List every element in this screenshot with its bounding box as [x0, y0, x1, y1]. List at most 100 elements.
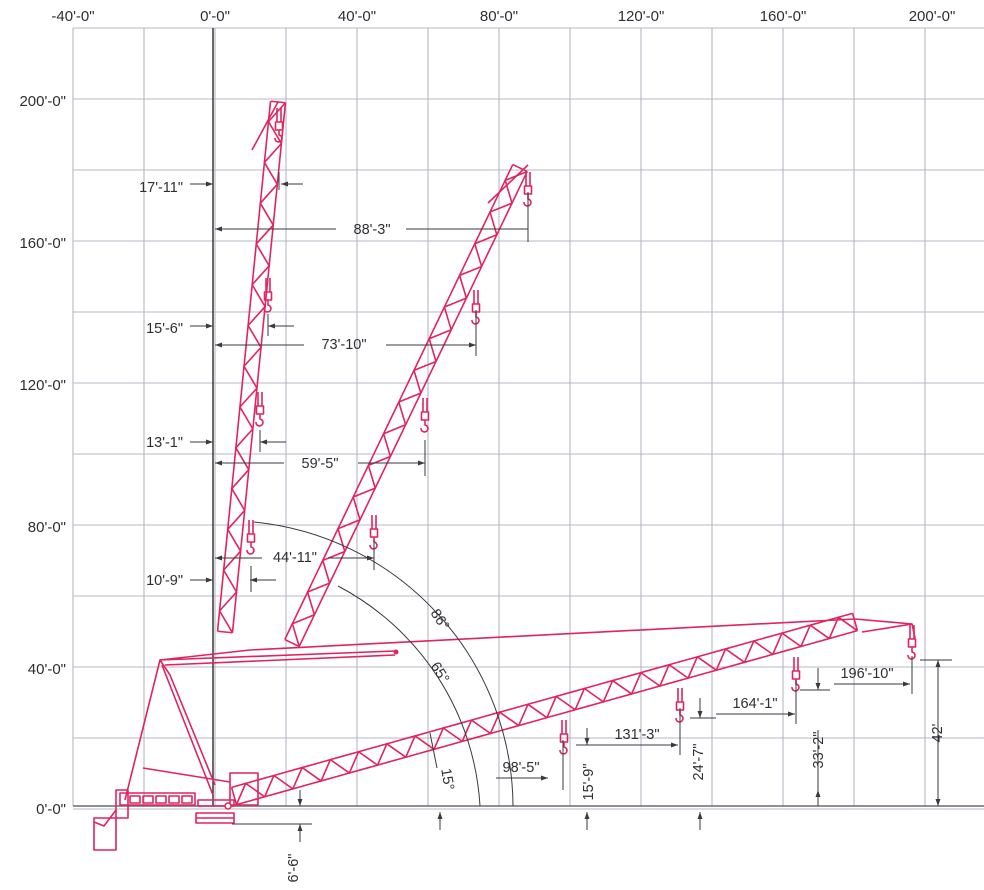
arrow-head: [815, 790, 821, 797]
hook-block: [369, 528, 379, 538]
height-labels-15: 15'-9" 24'-7" 33'-2" 42': [581, 723, 946, 800]
hook-block: [246, 533, 256, 543]
arrow-head: [206, 181, 213, 187]
crane-drawing: [93, 100, 917, 851]
boom-chord: [298, 171, 528, 647]
radius-label: 98'-5": [503, 760, 540, 776]
radius-label: 131'-3": [614, 727, 659, 743]
counterweight-slab: [129, 795, 141, 804]
hook-icon: [246, 542, 255, 555]
radius-label: 44'-11": [273, 550, 317, 566]
hook-block: [791, 670, 801, 680]
y-tick-label: 0'-0": [36, 801, 66, 818]
x-tick-label: 120'-0": [618, 8, 665, 25]
x-axis-labels: -40'-0" 0'-0" 40'-0" 80'-0" 120'-0" 160'…: [51, 8, 955, 25]
y-tick-label: 160'-0": [19, 235, 66, 252]
radius-label: 10'-9": [146, 573, 183, 589]
radius-label: 88'-3": [354, 222, 391, 238]
angle-label-15: 15°: [437, 767, 457, 791]
hook-icon: [559, 720, 569, 755]
arrow-head: [281, 181, 288, 187]
hook-icon: [675, 710, 684, 723]
y-tick-label: 40'-0": [28, 661, 66, 678]
x-tick-label: 200'-0": [909, 8, 956, 25]
counterweight-slab: [142, 795, 154, 804]
arrow-head: [935, 660, 941, 667]
arrow-head: [206, 439, 213, 445]
pendant-line: [164, 654, 396, 666]
x-tick-label: 160'-0": [760, 8, 807, 25]
hook-icon: [559, 742, 568, 755]
angle-arc-15: [429, 732, 438, 769]
arrow-head: [903, 681, 910, 687]
hook-icon: [420, 420, 429, 433]
arrow-head: [250, 577, 257, 583]
arrow-head: [697, 812, 703, 819]
arrow-head: [788, 711, 795, 717]
arrow-head: [935, 799, 941, 806]
radius-label: 196'-10": [840, 666, 893, 682]
boom-end: [512, 163, 528, 173]
hook-icon: [791, 657, 801, 692]
x-tick-label: -40'-0": [51, 8, 94, 25]
counterweight: [119, 792, 196, 806]
boom-65: [284, 163, 528, 648]
counterweight-box: [93, 817, 117, 851]
pivot-height-label: 6'-6": [286, 854, 302, 883]
boom-lacing: [291, 170, 528, 647]
height-label: 24'-7": [691, 744, 707, 781]
x-tick-label: 0'-0": [200, 8, 230, 25]
radius-label: 15'-6": [146, 321, 183, 337]
arrow-head: [268, 323, 275, 329]
arrow-head: [215, 342, 222, 348]
arrow-head: [697, 711, 703, 718]
angle-arc-86: [253, 521, 514, 807]
counterweight-arm: [93, 809, 117, 827]
y-tick-label: 120'-0": [19, 377, 66, 394]
arrow-head: [815, 683, 821, 690]
boom-end: [851, 613, 859, 631]
boom-86: [216, 100, 287, 634]
angle-label-65: 65°: [427, 659, 452, 686]
radius-label: 164'-1": [732, 696, 777, 712]
hook-icon: [907, 647, 916, 660]
hook-icon: [523, 194, 532, 207]
height-label: 42': [930, 723, 946, 742]
arrow-head: [260, 439, 267, 445]
arrow-head: [206, 323, 213, 329]
boom-lacing: [218, 102, 287, 634]
hook-icon: [791, 679, 800, 692]
y-tick-label: 200'-0": [19, 93, 66, 110]
arrow-head: [215, 555, 222, 561]
hook-icon: [274, 130, 283, 143]
counterweight-tower: [115, 789, 129, 819]
x-tick-label: 40'-0": [338, 8, 376, 25]
arrow-head: [469, 342, 476, 348]
boom-tip: [251, 101, 279, 151]
counterweight-slab: [168, 795, 180, 804]
boom-pendant: [159, 618, 856, 661]
hook-icon: [263, 278, 273, 313]
hook-icon: [369, 537, 378, 550]
grid: [72, 27, 984, 810]
hook-icon: [420, 398, 430, 433]
hook-block: [255, 405, 265, 415]
hook-icon: [255, 414, 264, 427]
pendant-line: [159, 650, 396, 661]
y-axis-labels: 200'-0" 160'-0" 120'-0" 80'-0" 40'-0" 0'…: [19, 93, 66, 818]
angle-arc-65: [337, 585, 481, 807]
height-label: 15'-9": [581, 764, 597, 801]
dimension-lines: [190, 172, 952, 842]
height-label: 33'-2": [811, 732, 827, 769]
arrow-head: [671, 742, 678, 748]
hook-icon: [263, 300, 272, 313]
boom-end: [230, 787, 238, 805]
boom-chord: [231, 102, 287, 633]
arrow-head: [215, 226, 222, 232]
mast-brace: [161, 664, 214, 796]
hook-icon: [471, 312, 480, 325]
arrow-head: [367, 555, 374, 561]
pivot-base: [197, 799, 235, 807]
radius-labels-86: 17'-11" 15'-6" 13'-1" 10'-9": [139, 180, 183, 589]
